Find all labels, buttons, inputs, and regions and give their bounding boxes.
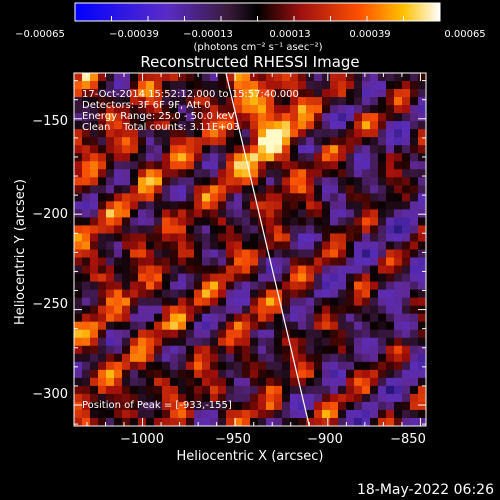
colorbar-tick-label-0: −0.00065 <box>15 29 65 40</box>
y-tick-label-3: −300 <box>32 387 68 402</box>
colorbar-tick-label-1: −0.00039 <box>109 29 159 40</box>
x-tick-label-1: −950 <box>215 432 251 447</box>
colorbar-tick-label-2: −0.00013 <box>183 29 233 40</box>
footer-date: 18-May-2022 06:26 <box>357 482 494 498</box>
chart-title: Reconstructed RHESSI Image <box>140 53 359 71</box>
annotation-energy-range: Energy Range: 25.0 - 50.0 keV <box>82 111 235 122</box>
plot-frame <box>73 72 427 427</box>
x-tick-label-3: −850 <box>390 432 426 447</box>
x-tick-label-0: −1000 <box>120 432 164 447</box>
annotation-detectors: Detectors: 3F 6F 9F, Att 0 <box>82 100 210 111</box>
y-tick-label-0: −150 <box>32 114 68 129</box>
colorbar-ticks <box>74 16 441 21</box>
colorbar-tick-label-4: 0.00039 <box>349 29 390 40</box>
y-tick-label-2: −250 <box>32 297 68 312</box>
colorbar-tick-label-3: 0.00013 <box>269 29 310 40</box>
y-tick-label-1: −200 <box>32 207 68 222</box>
solar-limb-line <box>225 73 310 426</box>
annotation-peak-position: Position of Peak = [-933,-155] <box>82 400 232 411</box>
axis-ticks <box>74 73 426 426</box>
colorbar-units-label: (photons cm⁻² s⁻¹ asec⁻²) <box>193 42 322 53</box>
heatmap-image <box>74 73 426 426</box>
colorbar-tick-label-5: 0.00065 <box>444 29 485 40</box>
y-axis-label: Heliocentric Y (arcsec) <box>13 179 28 325</box>
x-tick-label-2: −900 <box>307 432 343 447</box>
annotation-time-range: 17-Oct-2014 15:52:12.000 to 15:57:40.000 <box>82 89 299 100</box>
annotation-clean-counts: Clean Total counts: 3.11E+03 <box>82 122 239 133</box>
x-axis-label: Heliocentric X (arcsec) <box>177 449 324 464</box>
